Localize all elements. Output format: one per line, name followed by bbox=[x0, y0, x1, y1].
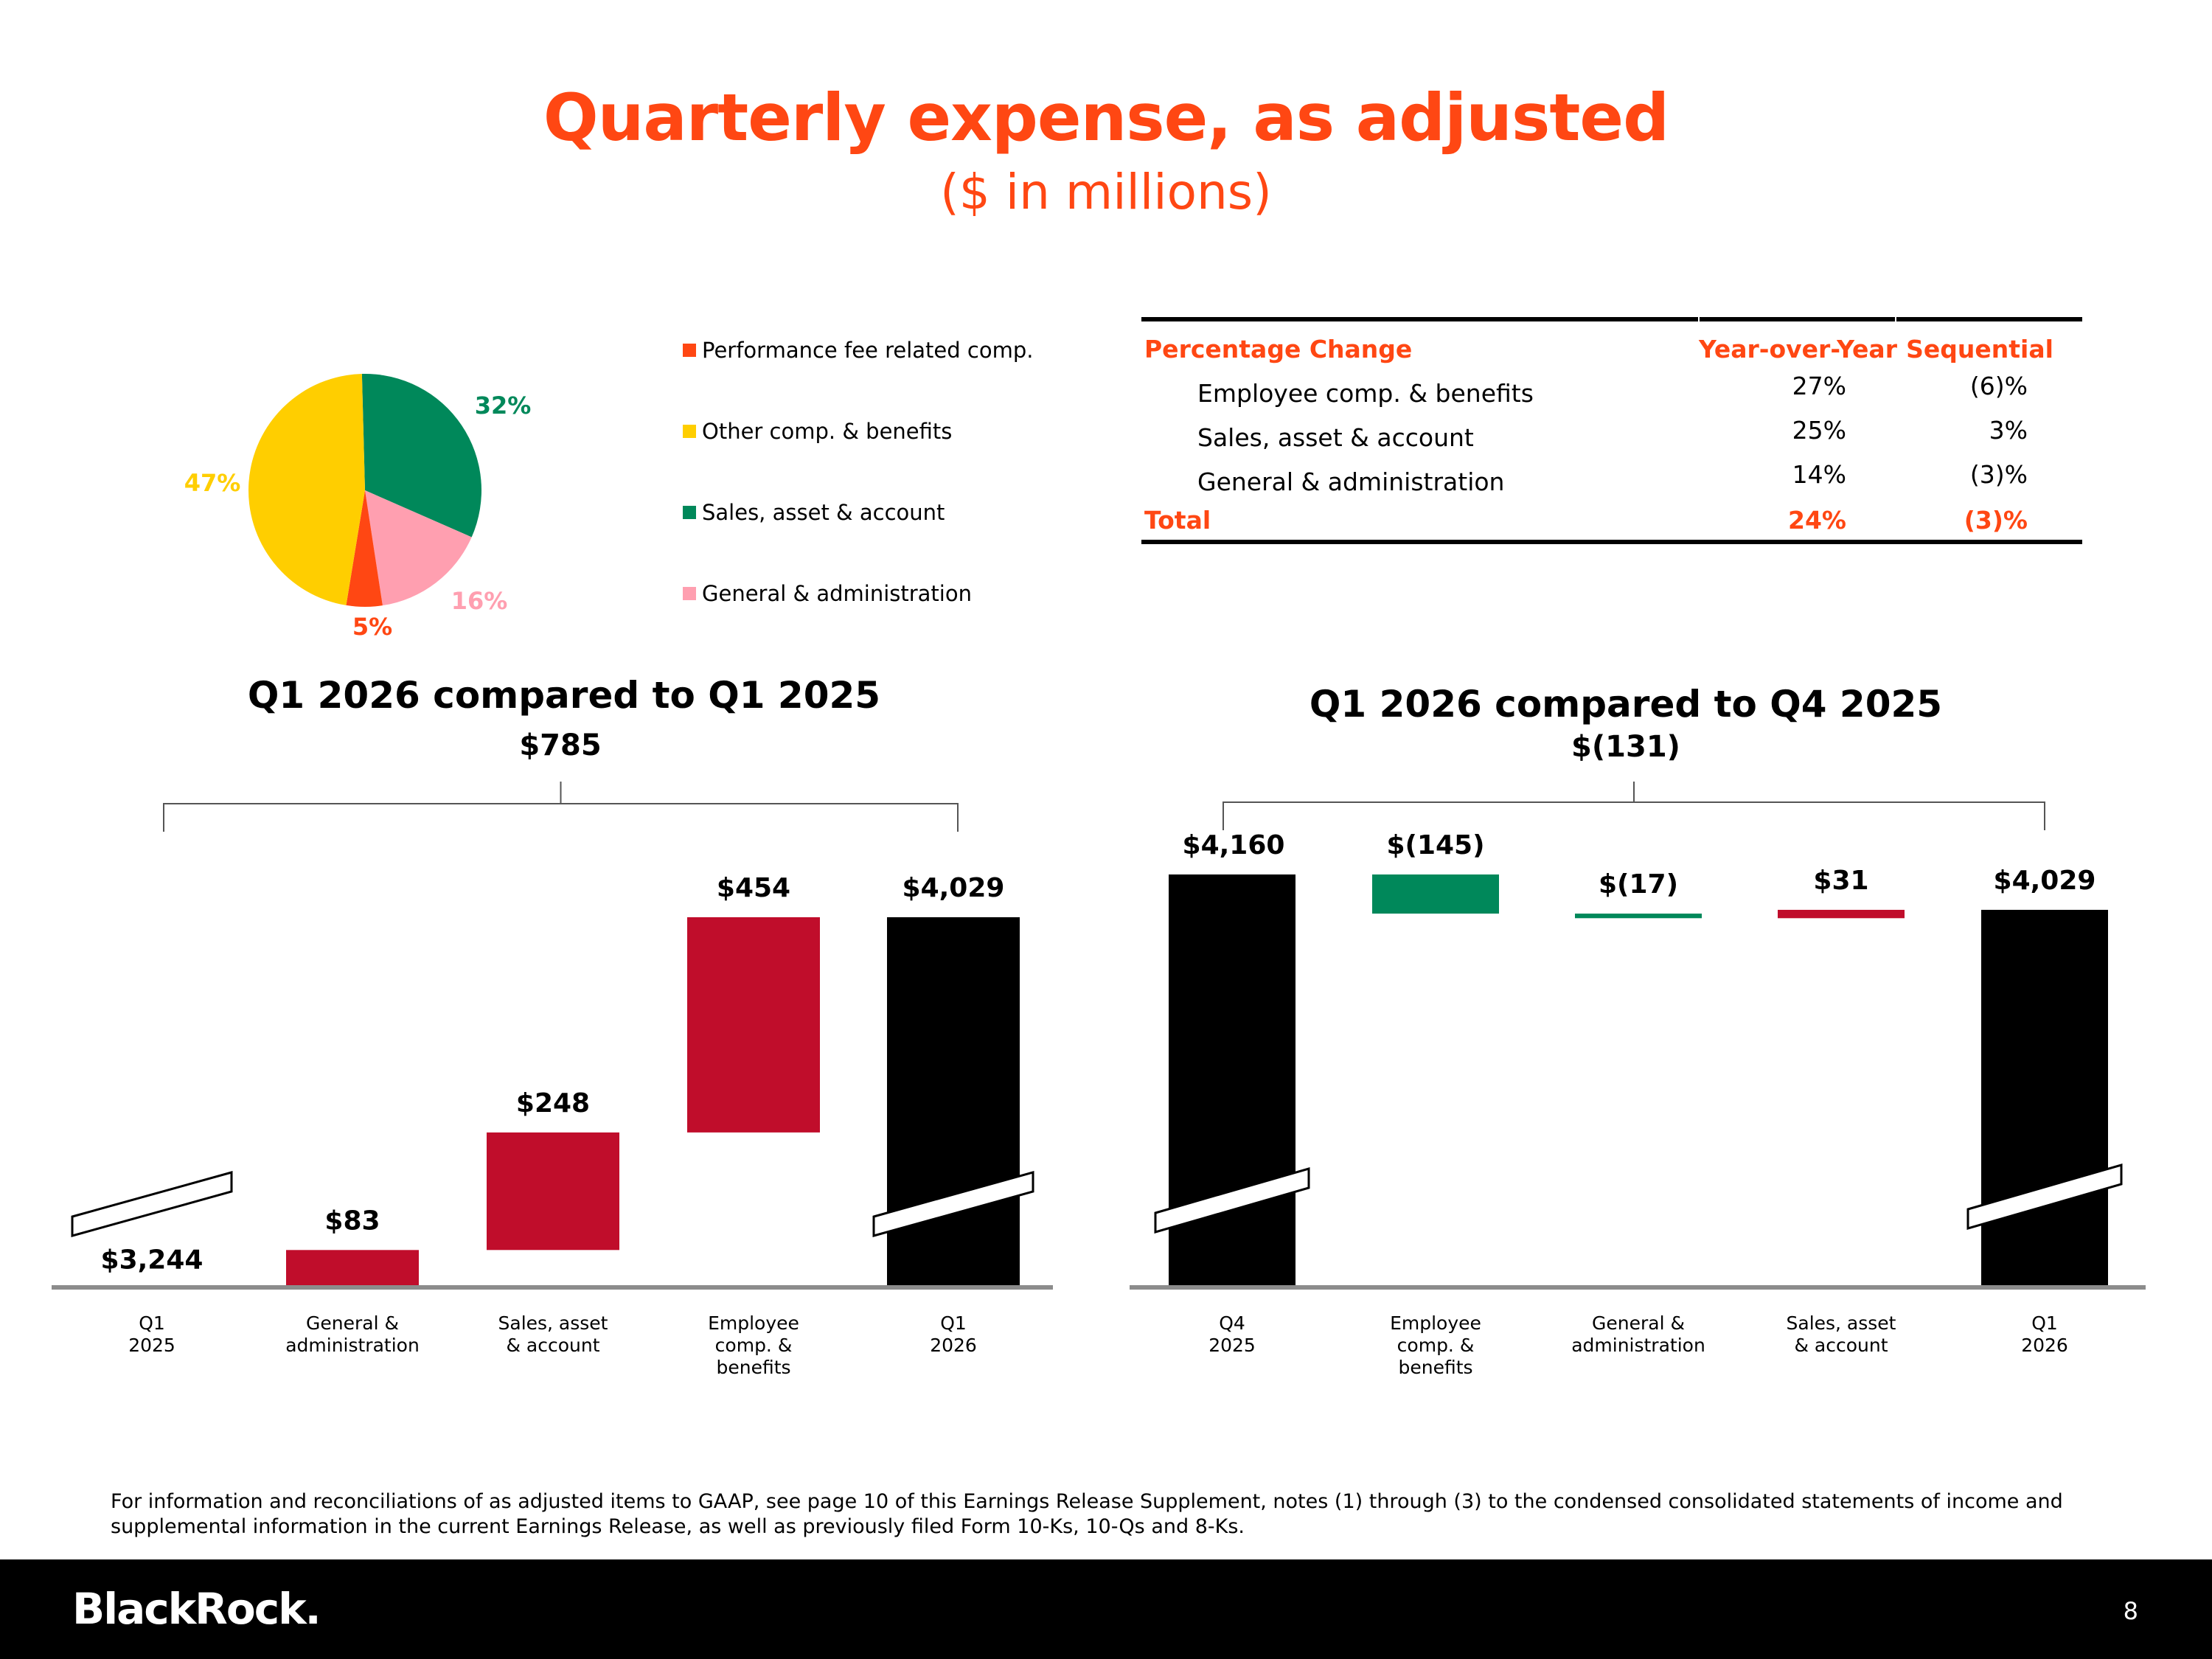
pie-chart bbox=[248, 374, 481, 608]
table-total-yoy: 24% bbox=[1788, 506, 1846, 535]
axis-break-mark bbox=[71, 1171, 233, 1237]
increase-bar bbox=[487, 1132, 619, 1251]
page-title: Quarterly expense, as adjusted bbox=[543, 80, 1669, 156]
table-column-divider bbox=[1895, 317, 1896, 546]
total-change-bracket bbox=[1222, 782, 2045, 830]
table-row-label: General & administration bbox=[1197, 467, 1505, 496]
bar-value-label: $3,244 bbox=[101, 1245, 204, 1276]
category-label: General & administration bbox=[285, 1312, 420, 1356]
bar-value-label: $454 bbox=[717, 873, 790, 903]
pie-slice-label: 5% bbox=[352, 613, 393, 641]
category-label: Q1 2026 bbox=[930, 1312, 977, 1356]
pie-slice bbox=[365, 490, 472, 606]
table-row-yoy: 27% bbox=[1792, 372, 1846, 400]
table-top-rule bbox=[1141, 317, 2082, 321]
category-label: Employee comp. & benefits bbox=[1390, 1312, 1481, 1378]
decrease-bar bbox=[1372, 874, 1499, 914]
legend-swatch bbox=[683, 344, 696, 357]
bar-value-label: $83 bbox=[324, 1206, 380, 1236]
bar-value-label: $4,160 bbox=[1183, 830, 1285, 860]
table-row-yoy: 25% bbox=[1792, 416, 1846, 445]
pie-slice-label: 32% bbox=[474, 392, 532, 420]
legend-swatch bbox=[683, 425, 696, 438]
bar-value-label: $31 bbox=[1813, 866, 1868, 896]
pie-slice-label: 16% bbox=[451, 587, 508, 615]
legend-label: General & administration bbox=[702, 581, 972, 606]
legend-label: Performance fee related comp. bbox=[702, 338, 1034, 363]
blackrock-logo: BlackRock. bbox=[72, 1584, 321, 1634]
increase-bar bbox=[1778, 909, 1905, 919]
pie-slice bbox=[346, 490, 383, 608]
pie-slice bbox=[361, 374, 481, 538]
total-change-bracket bbox=[163, 782, 959, 832]
table-header-percentage-change: Percentage Change bbox=[1144, 335, 1413, 364]
table-row-label: Employee comp. & benefits bbox=[1197, 379, 1534, 408]
category-label: General & administration bbox=[1571, 1312, 1705, 1356]
page-number: 8 bbox=[2123, 1597, 2138, 1625]
bar-value-label: $248 bbox=[516, 1088, 590, 1119]
waterfall-chart-yoy: $3,244 Q1 2025 $83 General & administration $2… bbox=[52, 782, 1053, 1378]
table-row-seq: 3% bbox=[1989, 416, 2028, 445]
table-row-label: Sales, asset & account bbox=[1197, 423, 1474, 452]
table-bottom-rule bbox=[1141, 540, 2082, 544]
chart-title: Q1 2026 compared to Q1 2025 bbox=[247, 674, 881, 717]
total-bar bbox=[1981, 909, 2108, 1285]
legend-swatch bbox=[683, 587, 696, 600]
footer-bar bbox=[0, 1559, 2212, 1659]
legend-item: Performance fee related comp. bbox=[683, 338, 1033, 363]
increase-bar bbox=[286, 1250, 419, 1290]
percentage-change-table: Percentage Change Year-over-Year Sequent… bbox=[1141, 317, 2082, 546]
axis-break-mark bbox=[1966, 1164, 2123, 1230]
pie-slice bbox=[248, 374, 365, 605]
increase-bar bbox=[687, 917, 820, 1133]
table-row-seq: (3)% bbox=[1969, 460, 2028, 489]
table-total-label: Total bbox=[1144, 506, 1211, 535]
axis-break-mark bbox=[1154, 1167, 1310, 1234]
category-label: Sales, asset & account bbox=[1787, 1312, 1896, 1356]
category-label: Q4 2025 bbox=[1208, 1312, 1256, 1356]
category-label: Employee comp. & benefits bbox=[708, 1312, 799, 1378]
table-total-seq: (3)% bbox=[1964, 506, 2028, 535]
legend-item: Other comp. & benefits bbox=[683, 419, 952, 444]
legend-label: Other comp. & benefits bbox=[702, 419, 953, 444]
pie-slice-label: 47% bbox=[184, 469, 241, 497]
legend-label: Sales, asset & account bbox=[702, 500, 945, 525]
legend-swatch bbox=[683, 506, 696, 519]
axis-break-mark bbox=[872, 1171, 1034, 1237]
page-subtitle: ($ in millions) bbox=[940, 164, 1272, 220]
legend-item: Sales, asset & account bbox=[683, 500, 945, 525]
total-bar bbox=[887, 917, 1020, 1285]
chart-total-change: $(131) bbox=[1571, 730, 1680, 764]
table-header-yoy: Year-over-Year bbox=[1699, 335, 1897, 364]
table-row-yoy: 14% bbox=[1792, 460, 1846, 489]
bar-value-label: $4,029 bbox=[902, 873, 1005, 903]
chart-title: Q1 2026 compared to Q4 2025 bbox=[1309, 683, 1943, 726]
table-row-seq: (6)% bbox=[1969, 372, 2028, 400]
waterfall-chart-sequential: $4,160 Q4 2025 $(145) Employee comp. & benefit… bbox=[1130, 782, 2146, 1378]
category-label: Q1 2025 bbox=[128, 1312, 175, 1356]
table-header-sequential: Sequential bbox=[1906, 335, 2053, 364]
legend-item: General & administration bbox=[683, 581, 972, 606]
bar-value-label: $(17) bbox=[1599, 869, 1678, 900]
chart-total-change: $785 bbox=[519, 728, 602, 762]
footnote: For information and reconciliations of a… bbox=[111, 1490, 2063, 1538]
table-column-divider bbox=[1698, 317, 1700, 546]
category-label: Q1 2026 bbox=[2021, 1312, 2068, 1356]
decrease-bar bbox=[1575, 914, 1702, 919]
bar-value-label: $4,029 bbox=[1994, 866, 2096, 896]
bar-value-label: $(145) bbox=[1386, 830, 1484, 860]
category-label: Sales, asset & account bbox=[498, 1312, 608, 1356]
